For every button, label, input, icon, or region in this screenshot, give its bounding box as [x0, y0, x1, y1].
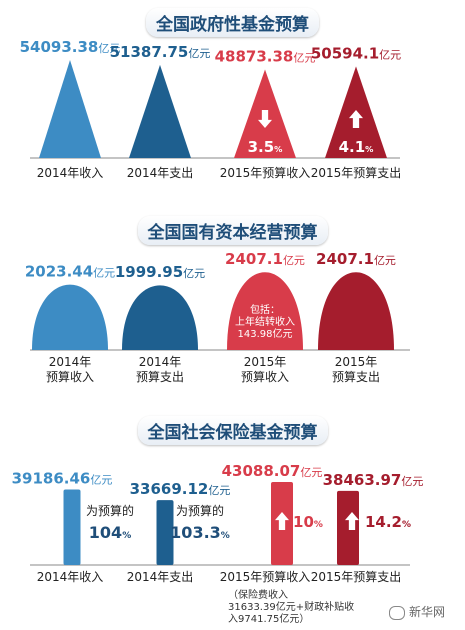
up-arrow-icon	[345, 512, 359, 530]
bar-1	[156, 500, 174, 565]
category-label-0-type: 预算收入	[46, 369, 94, 384]
footnote-line-2: 入9741.75亿元）	[228, 612, 309, 625]
change-label-2: 3.5%	[248, 138, 283, 156]
value-label-1: 51387.75亿元	[110, 43, 211, 61]
category-label-3: 2015年预算支出	[311, 569, 402, 584]
value-label-2: 43088.07亿元	[222, 462, 323, 480]
category-label-1-year: 2014年	[139, 355, 182, 369]
category-label-1: 2014年支出	[127, 166, 194, 180]
footnote-line-0: （保险费收入	[228, 588, 288, 601]
category-label-0: 2014年收入	[37, 166, 104, 180]
ratio-prefix-0: 为预算的	[86, 503, 134, 518]
value-label-0: 39186.46亿元	[12, 470, 113, 488]
value-label-0: 2023.44亿元	[25, 262, 115, 280]
value-label-2: 2407.1亿元	[225, 250, 305, 268]
note-line-2: 143.98亿元	[238, 327, 293, 340]
value-label-3: 2407.1亿元	[316, 250, 396, 268]
category-label-3-year: 2015年	[335, 355, 378, 369]
value-label-1: 33669.12亿元	[130, 480, 231, 498]
bar-2	[227, 272, 303, 350]
down-arrow-icon	[258, 110, 272, 128]
change-label-3: 4.1%	[339, 138, 374, 156]
value-label-3: 38463.97亿元	[323, 471, 424, 489]
change-label-2: 10%	[293, 513, 323, 531]
up-arrow-icon	[349, 110, 363, 128]
category-label-0-year: 2014年	[49, 355, 92, 369]
value-label-3: 50594.1亿元	[311, 44, 401, 62]
bar-3	[337, 490, 359, 565]
value-label-0: 54093.38亿元	[20, 38, 121, 56]
section-title-state-capital: 全国国有资本经营预算	[137, 216, 328, 245]
bar-1	[122, 285, 198, 350]
ratio-prefix-1: 为预算的	[176, 503, 224, 518]
value-label-1: 1999.95亿元	[115, 263, 205, 281]
wechat-icon	[388, 605, 405, 620]
category-label-2-type: 预算收入	[241, 369, 289, 384]
change-label-3: 14.2%	[365, 513, 411, 531]
up-arrow-icon	[275, 512, 289, 530]
category-label-1: 2014年支出	[127, 570, 194, 584]
category-label-2: 2015年预算收入	[220, 569, 311, 584]
footnote-line-1: 31633.39亿元+财政补贴收	[228, 600, 354, 613]
section-title-social-insurance: 全国社会保险基金预算	[137, 416, 328, 445]
category-label-2: 2015年预算收入	[220, 165, 311, 180]
note-line-0: 包括：	[250, 303, 280, 316]
bar-1	[129, 64, 191, 158]
bar-0	[63, 489, 81, 565]
bar-0	[39, 60, 101, 158]
ratio-value-1: 103.3%	[170, 523, 230, 542]
category-label-2-year: 2015年	[244, 355, 287, 369]
ratio-value-0: 104%	[89, 523, 131, 542]
watermark: 新华网	[388, 603, 445, 620]
watermark-text: 新华网	[408, 605, 445, 619]
bar-3	[318, 272, 394, 350]
category-label-0: 2014年收入	[37, 570, 104, 584]
section-title-gov-fund: 全国政府性基金预算	[146, 8, 319, 37]
category-label-3-type: 预算支出	[332, 369, 380, 384]
bar-0	[32, 284, 108, 350]
note-line-1: 上年结转收入	[235, 315, 295, 328]
category-label-3: 2015年预算支出	[311, 165, 402, 180]
value-label-2: 48873.38亿元	[215, 47, 316, 65]
category-label-1-type: 预算支出	[136, 369, 184, 384]
